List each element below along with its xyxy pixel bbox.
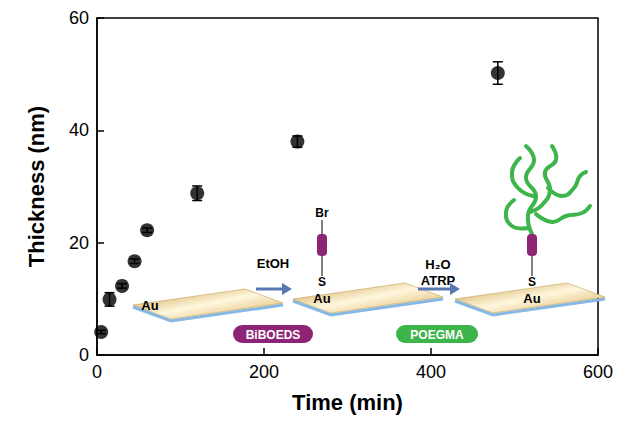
svg-text:Time (min): Time (min) — [292, 390, 403, 415]
svg-text:Au: Au — [523, 291, 540, 306]
svg-text:Au: Au — [141, 298, 158, 313]
svg-text:Br: Br — [315, 206, 329, 220]
svg-text:40: 40 — [69, 120, 89, 140]
svg-text:POEGMA: POEGMA — [410, 328, 464, 342]
svg-text:Thickness (nm): Thickness (nm) — [24, 106, 49, 267]
svg-text:H₂O: H₂O — [425, 257, 450, 272]
svg-text:200: 200 — [249, 362, 279, 382]
svg-text:60: 60 — [69, 8, 89, 28]
svg-text:0: 0 — [92, 362, 102, 382]
svg-text:Au: Au — [313, 291, 330, 306]
svg-text:S: S — [318, 275, 326, 289]
svg-text:BiBOEDS: BiBOEDS — [246, 328, 301, 342]
svg-text:400: 400 — [416, 362, 446, 382]
svg-text:EtOH: EtOH — [257, 256, 290, 271]
svg-text:S: S — [528, 275, 536, 289]
svg-text:ATRP: ATRP — [421, 273, 456, 288]
svg-text:20: 20 — [69, 233, 89, 253]
svg-text:600: 600 — [583, 362, 613, 382]
svg-text:0: 0 — [79, 345, 89, 365]
